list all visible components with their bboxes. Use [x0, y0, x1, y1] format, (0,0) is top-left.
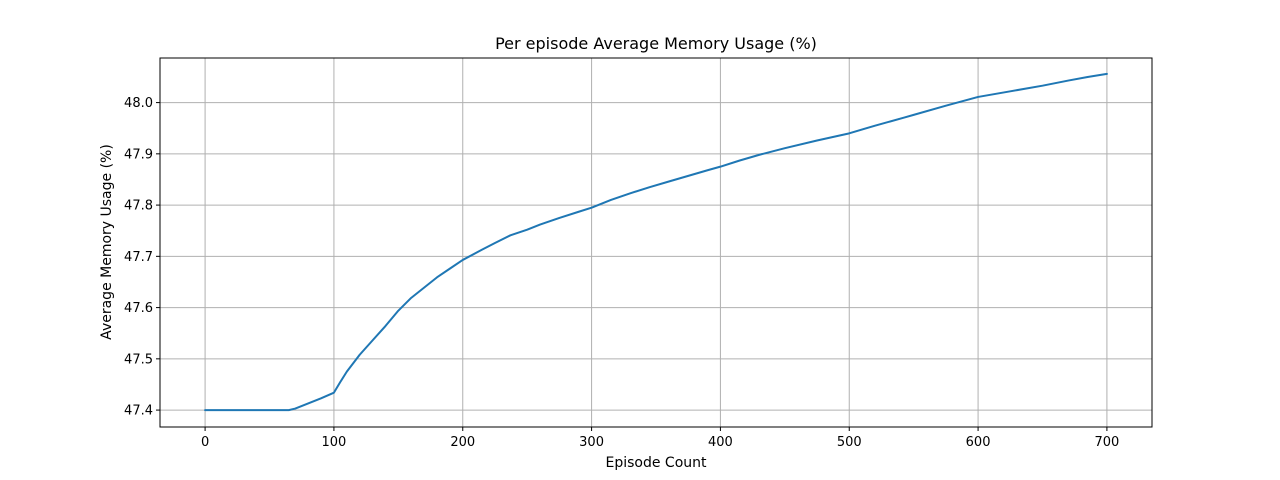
- y-tick-label: 47.7: [124, 250, 153, 265]
- x-tick-label: 700: [1094, 435, 1119, 450]
- y-axis: 47.4 47.5 47.6 47.7 47.8 47.9 48.0: [124, 96, 160, 419]
- series-layer: [204, 72, 1108, 412]
- x-tick-label: 600: [966, 435, 991, 450]
- grid: [160, 58, 1152, 427]
- y-tick-label: 48.0: [124, 96, 153, 111]
- x-tick-label: 300: [579, 435, 604, 450]
- plot-frame: [159, 57, 1153, 428]
- x-tick-label: 0: [201, 435, 209, 450]
- y-tick-label: 47.9: [124, 147, 153, 162]
- chart-title: Per episode Average Memory Usage (%): [495, 34, 817, 53]
- series-line: [204, 72, 1108, 412]
- x-tick-label: 500: [837, 435, 862, 450]
- y-tick-label: 47.5: [124, 352, 153, 367]
- y-tick-label: 47.8: [124, 199, 153, 214]
- y-tick-label: 47.4: [124, 404, 153, 419]
- x-tick-label: 200: [450, 435, 475, 450]
- y-tick-label: 47.6: [124, 301, 153, 316]
- y-axis-label: Average Memory Usage (%): [99, 144, 115, 340]
- x-tick-label: 400: [708, 435, 733, 450]
- x-tick-label: 100: [322, 435, 347, 450]
- x-axis: 0 100 200 300 400 500 600 700: [201, 427, 1119, 450]
- x-axis-label: Episode Count: [605, 455, 707, 471]
